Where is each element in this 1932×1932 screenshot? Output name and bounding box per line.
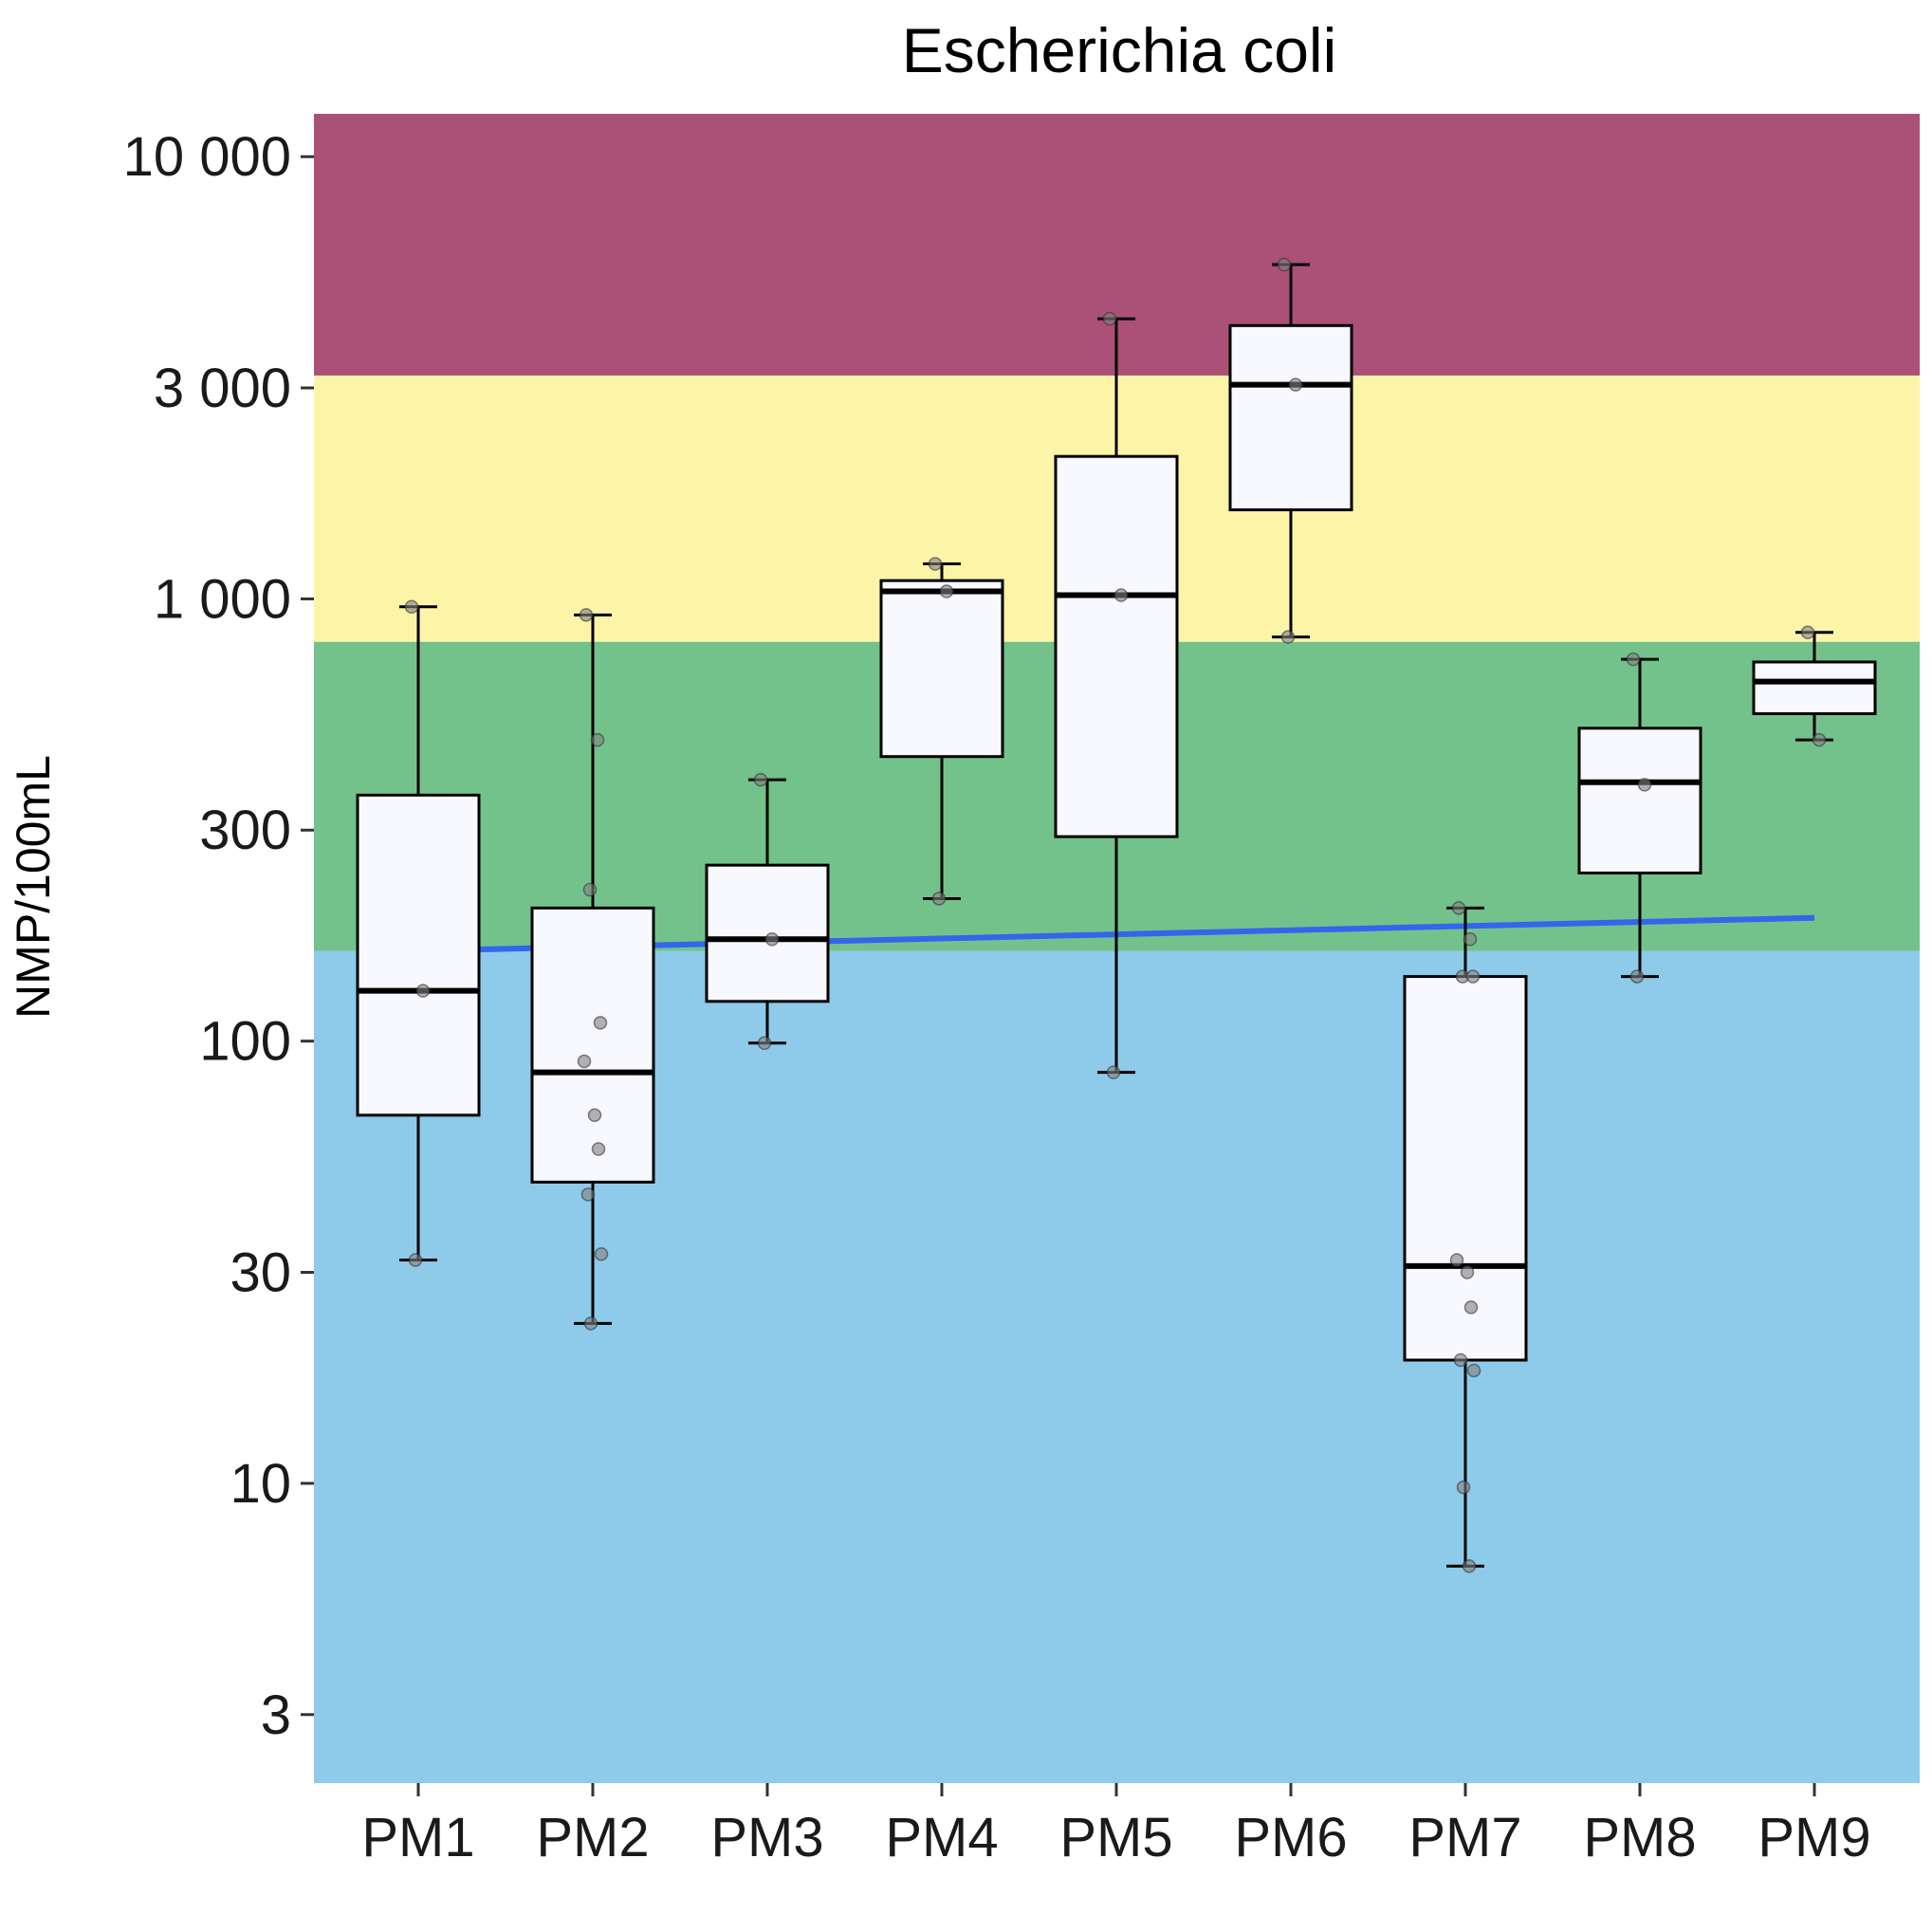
point-pm5-2 (1106, 1065, 1121, 1079)
point-pm7-10 (1462, 1558, 1477, 1573)
point-pm9-0 (1800, 625, 1815, 640)
point-pm2-1 (590, 732, 605, 747)
y-tick-label-4: 300 (199, 800, 291, 861)
point-pm2-7 (580, 1187, 596, 1202)
y-tick-label-6: 3 000 (154, 358, 291, 419)
x-tick-label-pm4: PM4 (885, 1807, 998, 1868)
y-axis-title: NMP/100mL (7, 755, 60, 1019)
point-pm7-8 (1466, 1363, 1481, 1378)
point-pm1-2 (408, 1253, 423, 1267)
point-pm1-0 (404, 599, 419, 614)
boxes (356, 323, 1877, 1362)
point-pm2-8 (594, 1246, 609, 1261)
point-pm4-1 (939, 584, 954, 598)
x-tick-label-pm5: PM5 (1059, 1807, 1172, 1868)
point-pm4-0 (928, 557, 943, 571)
point-pm2-2 (582, 882, 598, 897)
point-pm8-0 (1626, 652, 1641, 667)
x-tick-label-pm8: PM8 (1583, 1807, 1696, 1868)
point-pm7-1 (1463, 932, 1478, 947)
point-pm4-2 (931, 892, 947, 906)
y-tick-label-7: 10 000 (123, 126, 291, 188)
box-pm4 (879, 579, 1004, 759)
y-tick-label-2: 30 (230, 1242, 291, 1304)
point-pm2-5 (587, 1108, 602, 1123)
whiskers (399, 263, 1833, 1568)
box-pm2 (530, 906, 655, 1184)
point-pm2-4 (577, 1054, 592, 1069)
x-tick-label-pm7: PM7 (1408, 1807, 1521, 1868)
box-pm3 (705, 863, 830, 1003)
point-pm2-3 (593, 1016, 608, 1030)
point-pm6-1 (1288, 377, 1303, 392)
point-pm1-1 (415, 984, 431, 998)
x-tick-label-pm3: PM3 (710, 1807, 823, 1868)
box-pm8 (1577, 727, 1702, 874)
point-pm7-6 (1463, 1300, 1479, 1315)
y-tick-label-5: 1 000 (154, 568, 291, 630)
point-pm7-4 (1449, 1253, 1464, 1267)
point-pm2-0 (579, 608, 594, 622)
box-pm1 (356, 793, 481, 1117)
point-pm3-0 (753, 772, 768, 787)
point-pm5-1 (1113, 588, 1129, 602)
y-tick-label-0: 3 (261, 1684, 291, 1746)
x-tick-label-pm6: PM6 (1234, 1807, 1347, 1868)
point-pm8-1 (1637, 778, 1652, 792)
point-pm6-0 (1277, 257, 1292, 272)
point-pm7-0 (1451, 901, 1466, 915)
point-pm3-1 (764, 932, 780, 947)
box-pm5 (1054, 454, 1179, 838)
point-pm8-2 (1629, 969, 1645, 984)
point-pm5-0 (1102, 311, 1117, 326)
y-axis: 3 10 30 100 300 1 000 3 000 10 000 (123, 126, 314, 1746)
y-tick-label-1: 10 (230, 1453, 291, 1515)
points (404, 257, 1827, 1573)
point-pm9-1 (1812, 732, 1827, 747)
box-pm7 (1403, 975, 1528, 1362)
x-axis: PM1 PM2 PM3 PM4 PM5 PM6 PM7 PM8 PM9 (361, 1783, 1871, 1868)
point-pm7-9 (1456, 1480, 1471, 1495)
point-pm7-5 (1460, 1265, 1475, 1279)
y-tick-label-3: 100 (199, 1011, 291, 1073)
point-pm3-2 (757, 1036, 772, 1050)
box-pm9 (1752, 660, 1877, 716)
point-pm2-6 (591, 1142, 606, 1156)
box-pm6 (1228, 323, 1353, 512)
x-tick-label-pm1: PM1 (361, 1807, 474, 1868)
point-pm2-9 (583, 1316, 598, 1331)
x-tick-label-pm9: PM9 (1757, 1807, 1870, 1868)
x-tick-label-pm2: PM2 (536, 1807, 649, 1868)
chart-title: Escherichia coli (902, 15, 1337, 85)
point-pm7-7 (1453, 1352, 1468, 1368)
point-pm6-2 (1280, 630, 1296, 644)
point-pm7-3 (1465, 969, 1481, 984)
